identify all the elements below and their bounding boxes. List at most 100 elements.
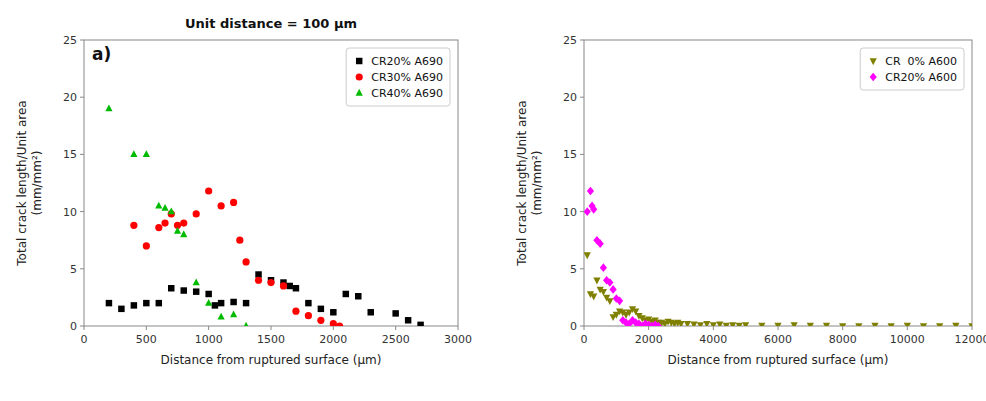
- point: [405, 317, 411, 323]
- x-tick: [778, 326, 779, 330]
- title: Unit distance = 100 μm: [185, 16, 357, 31]
- point: [174, 227, 181, 234]
- y-tick: [80, 211, 84, 212]
- x-tick-label: 6000: [764, 333, 792, 346]
- y-tick-label: 5: [570, 263, 577, 276]
- x-tick-label: 2000: [635, 333, 663, 346]
- legend: CR20% A690CR30% A690CR40% A690: [346, 48, 450, 106]
- x-tick-label: 500: [136, 333, 157, 346]
- x-tick: [907, 326, 908, 330]
- y-tick: [580, 326, 584, 327]
- x-tick: [458, 326, 459, 330]
- point: [280, 282, 287, 289]
- point: [823, 323, 830, 326]
- y-tick: [80, 326, 84, 327]
- point: [330, 320, 337, 326]
- point: [180, 219, 187, 226]
- panel: 0200040006000800010000120000510152025Dis…: [515, 34, 986, 367]
- y-tick-label: 0: [70, 320, 77, 333]
- point: [774, 323, 781, 326]
- x-tick-label: 2500: [382, 333, 410, 346]
- y-tick: [80, 154, 84, 155]
- x-tick: [271, 326, 272, 330]
- point: [593, 278, 600, 285]
- legend-symbol: [356, 73, 363, 80]
- point: [230, 199, 237, 206]
- point: [293, 285, 299, 291]
- x-tick-label: 1000: [195, 333, 223, 346]
- y-tick: [580, 154, 584, 155]
- point: [606, 298, 613, 305]
- legend-box: [860, 48, 964, 90]
- point: [584, 252, 591, 259]
- point: [703, 321, 710, 326]
- point: [736, 323, 743, 326]
- x-tick: [395, 326, 396, 330]
- legend-symbol: [870, 58, 877, 65]
- plot-frame: [84, 40, 458, 326]
- plot-area: [584, 187, 972, 326]
- point: [684, 321, 691, 326]
- point: [180, 287, 186, 293]
- point: [742, 322, 749, 326]
- y-tick: [80, 40, 84, 41]
- point: [600, 263, 607, 272]
- point: [193, 278, 200, 285]
- point: [336, 322, 343, 326]
- point: [286, 283, 292, 289]
- point: [343, 291, 349, 297]
- point: [230, 299, 236, 305]
- x-tick: [648, 326, 649, 330]
- y-tick-label: 15: [63, 148, 77, 161]
- point: [610, 285, 617, 294]
- x-tick: [713, 326, 714, 330]
- point: [205, 291, 211, 297]
- x-tick: [584, 326, 585, 330]
- legend-label: CR20% A690: [371, 55, 443, 68]
- x-tick: [146, 326, 147, 330]
- plot-area: [105, 105, 424, 327]
- point: [839, 323, 846, 326]
- point: [105, 105, 112, 112]
- y-tick-label: 5: [70, 263, 77, 276]
- point: [130, 150, 137, 157]
- y-axis-label-line: Total crack length/Unit area: [15, 100, 29, 266]
- point: [230, 310, 237, 317]
- legend-symbol: [870, 73, 877, 82]
- point: [168, 207, 175, 214]
- legend-label: CR20% A600: [885, 71, 957, 84]
- point: [155, 202, 162, 209]
- point: [155, 224, 162, 231]
- x-tick-label: 4000: [699, 333, 727, 346]
- legend-label: CR40% A690: [371, 87, 443, 100]
- x-tick-label: 2000: [319, 333, 347, 346]
- point: [205, 187, 212, 194]
- point: [807, 323, 814, 326]
- x-tick: [333, 326, 334, 330]
- series: [130, 187, 343, 326]
- y-tick: [580, 268, 584, 269]
- x-tick: [842, 326, 843, 330]
- point: [131, 302, 137, 308]
- legend-symbol: [356, 58, 362, 64]
- point: [193, 210, 200, 217]
- point: [417, 322, 423, 326]
- point: [161, 219, 168, 226]
- y-tick-label: 15: [563, 148, 577, 161]
- point: [936, 323, 943, 326]
- plot-frame: [584, 40, 972, 326]
- point: [106, 300, 112, 306]
- legend-label: CR 0% A600: [885, 55, 957, 68]
- figure: 0500100015002000250030000510152025Distan…: [0, 0, 986, 401]
- point: [791, 322, 798, 326]
- y-tick-label: 20: [63, 91, 77, 104]
- point: [218, 300, 224, 306]
- x-tick-label: 12000: [955, 333, 986, 346]
- point: [904, 323, 911, 326]
- point: [143, 150, 150, 157]
- y-tick: [80, 268, 84, 269]
- point: [242, 258, 249, 265]
- point: [367, 309, 373, 315]
- x-tick-label: 0: [81, 333, 88, 346]
- point: [606, 278, 613, 287]
